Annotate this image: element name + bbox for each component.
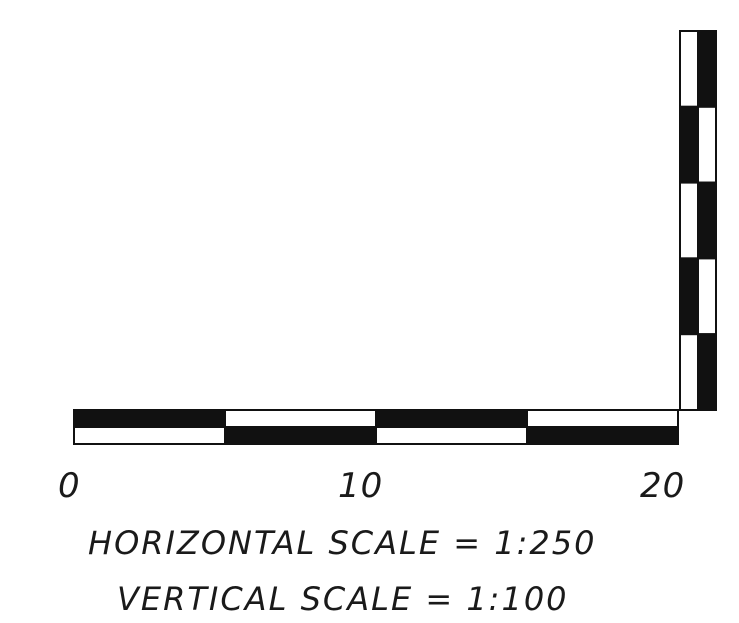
vertical-segment-left-1: [679, 105, 699, 184]
vertical-scale-bar: [679, 30, 717, 412]
vertical-segment-right-4: [697, 333, 717, 412]
horizontal-segment-bottom-3: [526, 426, 679, 445]
horizontal-segment-bottom-0: [73, 426, 226, 445]
vertical-scale-label: VERTICAL SCALE = 1:100: [117, 580, 569, 618]
horizontal-segment-bottom-2: [375, 426, 528, 445]
horizontal-segment-top-3: [526, 409, 679, 428]
vertical-segment-right-3: [697, 257, 717, 336]
vertical-segment-left-4: [679, 333, 699, 412]
vertical-segment-left-0: [679, 30, 699, 108]
horizontal-segment-top-1: [224, 409, 377, 428]
tick-label-10: 10: [338, 466, 384, 506]
horizontal-segment-top-2: [375, 409, 528, 428]
vertical-segment-left-3: [679, 257, 699, 336]
vertical-segment-right-2: [697, 181, 717, 260]
horizontal-segment-bottom-1: [224, 426, 377, 445]
horizontal-segment-top-0: [73, 409, 226, 428]
vertical-segment-right-1: [697, 105, 717, 184]
vertical-segment-left-2: [679, 181, 699, 260]
horizontal-scale-label: HORIZONTAL SCALE = 1:250: [88, 524, 597, 562]
tick-label-20: 20: [640, 466, 686, 506]
tick-label-0: 0: [58, 466, 81, 506]
horizontal-scale-bar: [73, 409, 679, 445]
vertical-segment-right-0: [697, 30, 717, 108]
